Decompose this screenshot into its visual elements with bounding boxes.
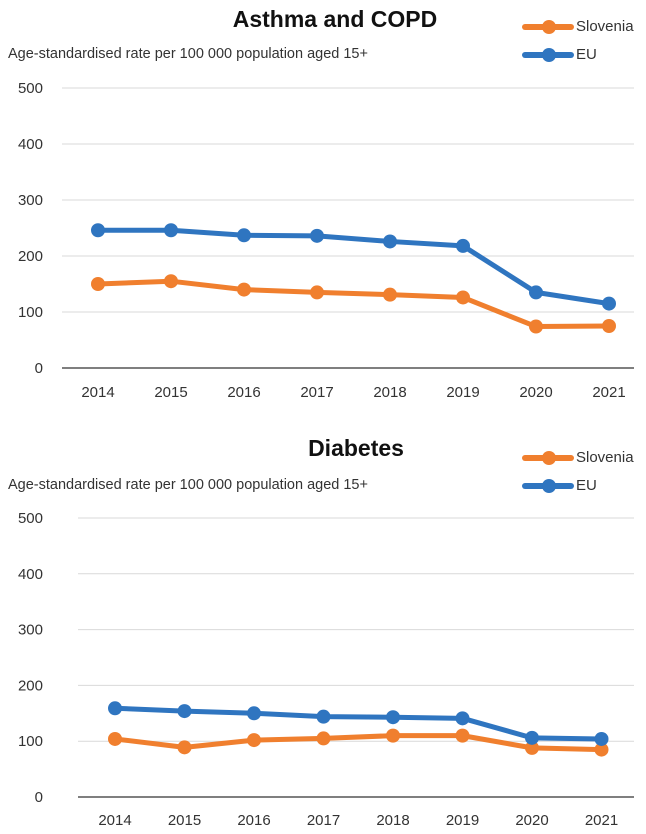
data-point-slovenia — [525, 740, 539, 755]
series-line-slovenia — [95, 278, 612, 330]
legend: Slovenia EU — [522, 18, 634, 74]
plot-area: 0 100 200 300 400 500 2014 2015 2016 2017 2018 2019… — [18, 510, 634, 829]
data-point-slovenia — [594, 742, 609, 757]
data-point-slovenia — [316, 731, 331, 746]
data-point-eu — [529, 285, 543, 300]
data-point-eu — [164, 223, 178, 238]
x-tick-label: 2014 — [98, 812, 131, 829]
y-tick-label: 400 — [18, 136, 43, 153]
y-tick-label: 100 — [18, 304, 43, 321]
y-tick-label: 200 — [18, 248, 43, 265]
x-tick-label: 2019 — [446, 384, 479, 401]
series-line-eu — [95, 227, 612, 307]
x-tick-label: 2020 — [515, 812, 548, 829]
data-point-slovenia — [164, 274, 178, 289]
legend-label: Slovenia — [576, 449, 634, 466]
data-point-eu — [594, 731, 609, 746]
data-point-eu — [386, 710, 400, 725]
data-point-eu — [316, 709, 331, 724]
data-point-eu — [383, 234, 397, 249]
data-point-slovenia — [237, 282, 251, 297]
y-tick-label: 0 — [35, 360, 43, 377]
legend: Slovenia EU — [522, 449, 634, 505]
x-tick-label: 2020 — [519, 384, 552, 401]
x-tick-label: 2018 — [373, 384, 406, 401]
series-line-slovenia — [112, 733, 604, 753]
data-point-eu — [525, 730, 539, 745]
data-point-eu — [108, 701, 122, 716]
y-tick-label: 300 — [18, 192, 43, 209]
legend-swatch-eu — [522, 479, 574, 494]
x-tick-label: 2016 — [237, 812, 270, 829]
legend-label: EU — [576, 477, 597, 494]
data-point-eu — [91, 223, 105, 238]
x-tick-label: 2014 — [81, 384, 114, 401]
x-tick-label: 2021 — [592, 384, 625, 401]
data-point-eu — [247, 706, 261, 721]
legend-swatch-eu — [522, 48, 574, 63]
plot-area: 0 100 200 300 400 500 2014 2015 2016 2017 2018 2019… — [18, 80, 634, 401]
y-tick-label: 500 — [18, 510, 43, 527]
data-point-eu — [455, 711, 470, 726]
y-axis-label: Age-standardised rate per 100 000 popula… — [8, 46, 368, 62]
x-tick-label: 2018 — [376, 812, 409, 829]
chart-title: Diabetes — [308, 435, 404, 461]
legend-item-slovenia: Slovenia — [522, 18, 634, 46]
chart-title: Asthma and COPD — [232, 6, 438, 32]
series-line-eu — [112, 705, 604, 742]
x-tick-label: 2017 — [307, 812, 340, 829]
data-point-slovenia — [247, 733, 261, 748]
y-tick-label: 200 — [18, 677, 43, 694]
data-point-slovenia — [177, 740, 192, 755]
chart-asthma-copd: Asthma and COPD Age-standardised rate pe… — [8, 6, 634, 401]
data-point-eu — [177, 704, 192, 719]
data-point-slovenia — [108, 731, 122, 746]
y-tick-label: 100 — [18, 733, 43, 750]
chart-diabetes: Diabetes Age-standardised rate per 100 0… — [0, 417, 646, 834]
legend-swatch-slovenia — [522, 20, 574, 35]
x-tick-label: 2015 — [168, 812, 201, 829]
data-point-eu — [456, 238, 470, 253]
x-tick-label: 2017 — [300, 384, 333, 401]
data-point-slovenia — [310, 285, 324, 300]
data-point-slovenia — [455, 728, 470, 743]
legend-label: Slovenia — [576, 18, 634, 35]
data-point-slovenia — [529, 319, 543, 334]
legend-label: EU — [576, 46, 597, 63]
data-point-eu — [310, 228, 324, 243]
legend-swatch-slovenia — [522, 451, 574, 466]
y-axis-label: Age-standardised rate per 100 000 popula… — [8, 477, 368, 493]
data-point-slovenia — [383, 287, 397, 302]
legend-item-eu: EU — [522, 477, 634, 505]
x-tick-label: 2019 — [446, 812, 479, 829]
x-tick-label: 2016 — [227, 384, 260, 401]
x-tick-label: 2015 — [154, 384, 187, 401]
data-point-slovenia — [91, 277, 105, 291]
data-point-slovenia — [602, 319, 616, 333]
data-point-slovenia — [386, 728, 400, 743]
y-tick-label: 0 — [35, 789, 43, 806]
data-point-eu — [602, 296, 616, 311]
data-point-eu — [237, 228, 251, 243]
y-tick-label: 400 — [18, 566, 43, 583]
y-tick-label: 500 — [18, 80, 43, 97]
x-tick-label: 2021 — [585, 812, 618, 829]
legend-item-eu: EU — [522, 46, 634, 74]
legend-item-slovenia: Slovenia — [522, 449, 634, 477]
data-point-slovenia — [456, 290, 470, 305]
y-tick-label: 300 — [18, 622, 43, 639]
